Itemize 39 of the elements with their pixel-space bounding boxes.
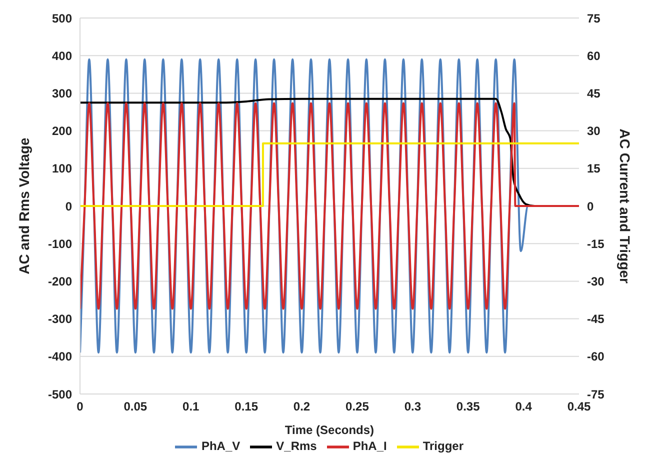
x-tick-label: 0.15 (234, 400, 258, 414)
y2-tick-label: -75 (587, 387, 605, 402)
y2-tick-label: 45 (587, 86, 601, 100)
x-tick-label: 0 (76, 400, 84, 414)
y2-tick-label: 30 (587, 124, 601, 138)
y-tick-label: -400 (48, 350, 72, 364)
legend-label: Trigger (422, 439, 464, 454)
x-tick-label: 0.3 (404, 400, 422, 414)
y-tick-label: 400 (52, 48, 72, 63)
y-tick-label: -100 (48, 236, 72, 251)
x-tick-label: 0.05 (124, 400, 148, 414)
y2-tick-label: 60 (587, 48, 601, 63)
y-tick-label: -200 (48, 274, 72, 288)
x-axis-title: Time (Seconds) (284, 423, 374, 437)
y2-tick-label: 75 (587, 11, 601, 26)
y-tick-label: 300 (52, 86, 72, 100)
x-tick-label: 0.25 (346, 400, 370, 414)
y-tick-label: 500 (52, 11, 72, 26)
y2-tick-label: -30 (587, 274, 605, 288)
y2-tick-label: 0 (587, 199, 594, 214)
y2-tick-label: 15 (587, 162, 601, 176)
x-tick-label: 0.45 (567, 400, 591, 414)
legend-label: PhA_V (201, 439, 240, 454)
x-tick-label: 0.2 (293, 400, 310, 414)
y-tick-label: 200 (52, 124, 72, 138)
legend-label: PhA_I (352, 439, 387, 454)
y-axis-title: AC and Rms Voltage (16, 137, 32, 274)
y-tick-label: -300 (48, 312, 72, 326)
y-tick-label: 0 (65, 199, 72, 214)
legend-label: V_Rms (276, 439, 317, 454)
y2-tick-label: -60 (587, 350, 605, 364)
y-tick-label: -500 (48, 387, 72, 402)
x-tick-label: 0.1 (182, 400, 200, 414)
y-tick-label: 100 (52, 162, 72, 176)
y2-tick-label: -45 (587, 312, 605, 326)
y2-tick-label: -15 (587, 236, 605, 251)
x-tick-label: 0.35 (456, 400, 480, 414)
x-tick-label: 0.4 (515, 400, 532, 414)
y2-axis-title: AC Current and Trigger (617, 128, 634, 284)
